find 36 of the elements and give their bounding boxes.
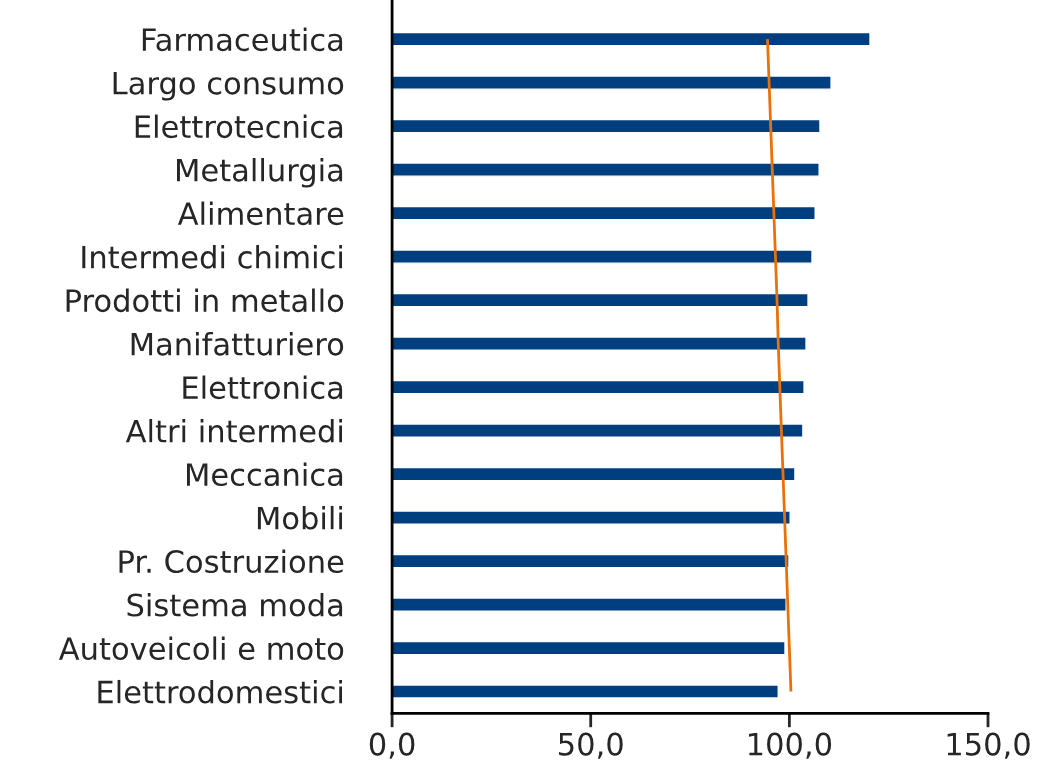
x-tick-label: 100,0 bbox=[748, 732, 832, 759]
y-tick-label: Largo consumo bbox=[113, 71, 344, 101]
bar bbox=[392, 466, 796, 482]
x-tick-label: 0,0 bbox=[369, 732, 415, 759]
y-tick-label: Pr. Costruzione bbox=[119, 549, 344, 574]
y-tick-label: Farmaceutica bbox=[142, 27, 343, 52]
x-tick-label: 50,0 bbox=[559, 732, 623, 759]
y-tick-label: Elettrotecnica bbox=[135, 114, 343, 139]
bar bbox=[392, 684, 779, 699]
bar bbox=[392, 118, 821, 134]
bar bbox=[392, 336, 807, 351]
bar bbox=[392, 423, 804, 438]
y-tick-label: Autoveicoli e moto bbox=[58, 636, 344, 661]
bar bbox=[392, 597, 787, 612]
bar bbox=[392, 75, 832, 90]
bar bbox=[392, 553, 790, 569]
y-tick-label: Prodotti in metallo bbox=[66, 288, 344, 313]
bar bbox=[392, 379, 805, 395]
bar bbox=[392, 510, 791, 525]
bar bbox=[392, 31, 871, 47]
y-tick-label: Elettronica bbox=[183, 375, 343, 400]
x-tick-label: 150,0 bbox=[947, 732, 1030, 759]
y-tick-label: Intermedi chimici bbox=[82, 245, 342, 269]
y-tick-label: Metallurgia bbox=[177, 158, 343, 188]
bar bbox=[392, 205, 816, 221]
bar bbox=[392, 162, 820, 177]
bar bbox=[392, 249, 813, 264]
y-tick-label: Altri intermedi bbox=[125, 418, 342, 443]
bar bbox=[392, 640, 786, 656]
y-tick-label: Meccanica bbox=[186, 462, 343, 487]
y-tick-label: Sistema moda bbox=[127, 592, 343, 617]
bar bbox=[392, 292, 809, 308]
y-tick-label: Elettrodomestici bbox=[98, 679, 342, 704]
y-tick-label: Manifatturiero bbox=[131, 331, 344, 356]
y-tick-label: Mobili bbox=[257, 505, 342, 530]
y-tick-label: Alimentare bbox=[177, 201, 344, 226]
